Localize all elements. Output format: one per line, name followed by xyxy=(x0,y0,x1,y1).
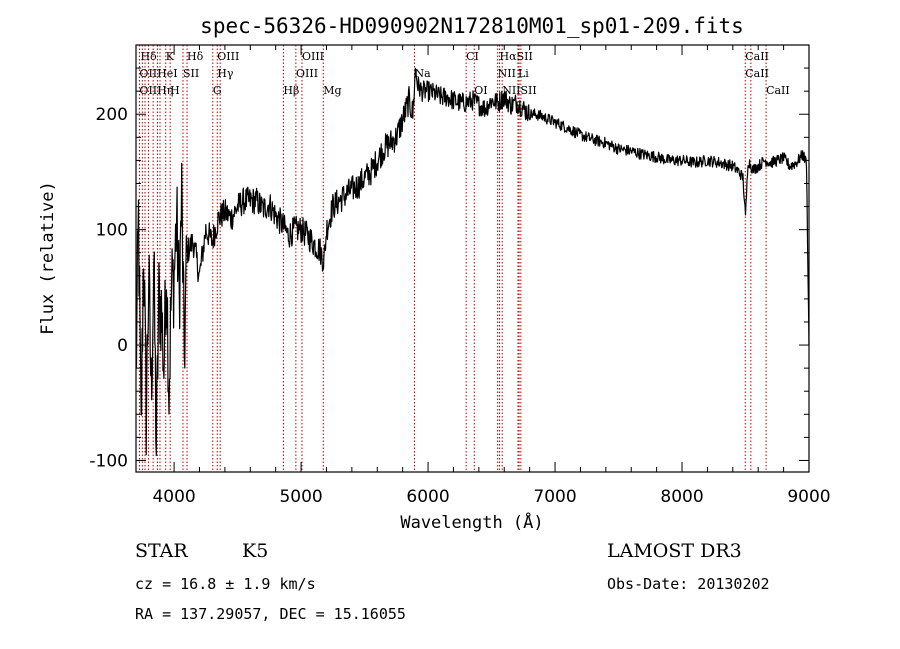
marker-label: Li xyxy=(518,67,529,80)
marker-label: CaII xyxy=(766,84,790,97)
marker-label: NII xyxy=(498,67,516,80)
marker-label: H xyxy=(170,84,180,97)
x-tick-label: 5000 xyxy=(279,487,322,507)
obs-date-text: Obs-Date: 20130202 xyxy=(607,575,770,593)
marker-label: OIII xyxy=(296,67,318,80)
redshift-text: cz = 16.8 ± 1.9 km/s xyxy=(135,575,316,593)
x-axis-ticks: 4000 5000 6000 7000 8000 9000 xyxy=(152,45,831,507)
marker-label: OIIHη xyxy=(139,84,173,97)
x-tick-label: 6000 xyxy=(406,487,449,507)
marker-label: Na xyxy=(414,67,431,80)
marker-label: HαSII xyxy=(500,50,533,63)
marker-label: SII xyxy=(183,67,199,80)
y-tick-label: 100 xyxy=(96,221,128,241)
marker-label: G xyxy=(213,84,222,97)
x-tick-label: 8000 xyxy=(660,487,703,507)
spectral-subclass: K5 xyxy=(242,540,269,562)
marker-label: CI xyxy=(466,50,479,63)
x-tick-label: 9000 xyxy=(787,487,830,507)
marker-label: Hδ xyxy=(187,50,204,63)
plot-frame xyxy=(135,44,810,473)
survey-name: LAMOST DR3 xyxy=(607,540,742,562)
spectrum-line xyxy=(135,67,810,457)
marker-label: OIII xyxy=(217,50,239,63)
marker-label: K xyxy=(166,50,175,63)
marker-label: Mg xyxy=(323,84,341,97)
coordinates-text: RA = 137.29057, DEC = 15.16055 xyxy=(135,605,406,623)
x-tick-label: 7000 xyxy=(533,487,576,507)
y-tick-label: 200 xyxy=(96,105,128,125)
marker-label: NIISII xyxy=(502,84,537,97)
marker-label: Hβ xyxy=(283,84,299,97)
marker-label: CaII xyxy=(745,67,769,80)
x-axis-label: Wavelength (Å) xyxy=(400,511,543,533)
y-axis-ticks: -100 0 100 200 xyxy=(89,67,809,471)
marker-label: OI xyxy=(474,84,487,97)
chart-title: spec-56326-HD090902N172810M01_sp01-209.f… xyxy=(200,14,744,38)
y-tick-label: -100 xyxy=(89,451,128,471)
y-axis-label: Flux (relative) xyxy=(38,181,58,335)
x-tick-label: 4000 xyxy=(152,487,195,507)
marker-label: Hγ xyxy=(217,67,234,80)
marker-label: OIII xyxy=(302,50,324,63)
object-type: STAR xyxy=(135,540,188,562)
marker-label: Hδ xyxy=(140,50,157,63)
y-tick-label: 0 xyxy=(117,336,128,356)
marker-label: OIIHeI xyxy=(139,67,177,80)
marker-label: CaII xyxy=(745,50,769,63)
emission-line-labels: Hδ K Hδ OIII OIII CI HαSII CaII OIIHeI SII Hγ OIII N… xyxy=(139,50,789,97)
emission-line-markers xyxy=(138,45,767,472)
